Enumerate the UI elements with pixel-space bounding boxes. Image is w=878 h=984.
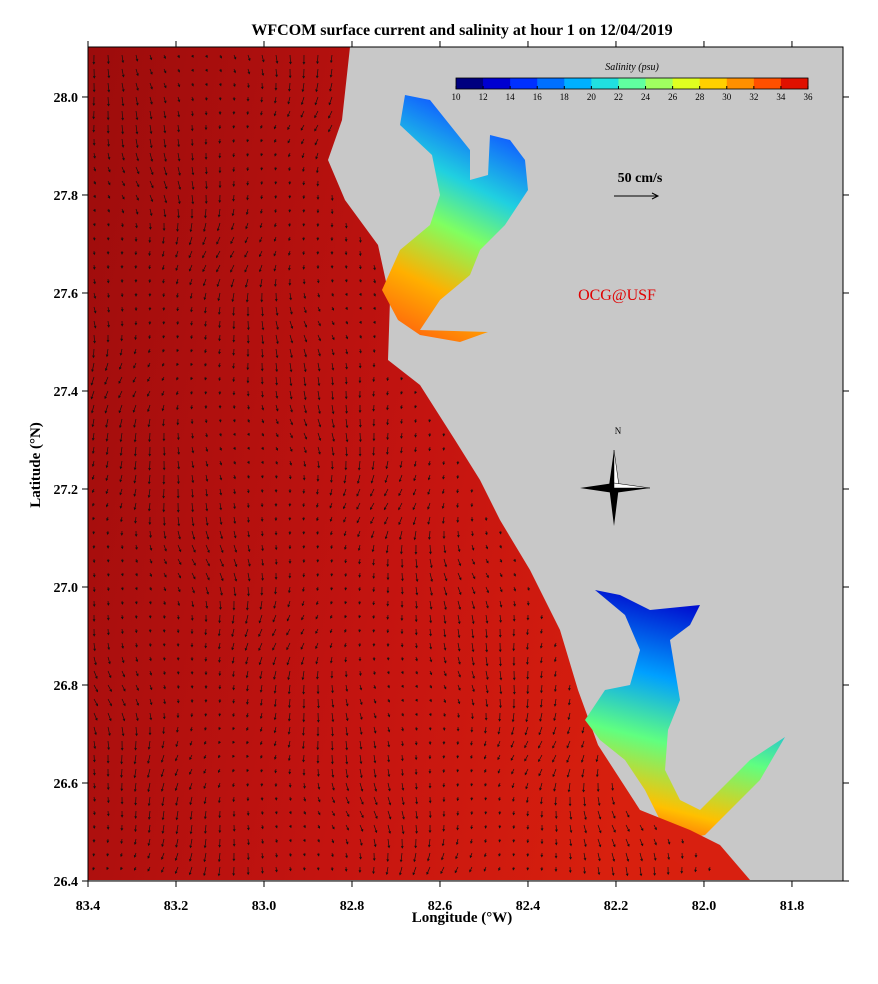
x-tick-label: 83.4 (76, 899, 101, 914)
colorbar-swatch (780, 78, 809, 89)
colorbar: 10 12 14 16 18 20 22 24 26 28 30 32 34 36 (452, 77, 814, 102)
colorbar-tick-label: 16 (533, 92, 543, 102)
colorbar-tick-label: 28 (695, 92, 705, 102)
vector-field (90, 54, 711, 877)
frame (87, 46, 844, 882)
colorbar-tick-label: 14 (506, 92, 516, 102)
y-axis-label: Latitude (°N) (28, 422, 44, 508)
y-tick-label: 27.6 (54, 287, 79, 302)
x-tick-label: 82.4 (516, 899, 541, 914)
y-tick-label: 27.4 (54, 385, 79, 400)
y-tick-label: 26.8 (54, 679, 79, 694)
estero-bay (640, 810, 750, 880)
colorbar-swatch (510, 78, 538, 89)
colorbar-swatch (618, 78, 647, 89)
colorbar-tick-label: 24 (641, 92, 651, 102)
colorbar-label: Salinity (psu) (605, 62, 659, 73)
watermark: OCG@USF (578, 287, 656, 304)
colorbar-tick-label: 10 (452, 92, 462, 102)
colorbar-swatch (672, 78, 701, 89)
colorbar-swatch (753, 78, 782, 89)
scale-label: 50 cm/s (618, 171, 663, 186)
colorbar-tick-label: 12 (479, 92, 488, 102)
colorbar-tick-label: 22 (614, 92, 623, 102)
y-tick-label: 26.6 (54, 777, 79, 792)
x-tick-label: 81.8 (780, 899, 805, 914)
colorbar-tick-label: 20 (587, 92, 597, 102)
x-tick-label: 83.2 (164, 899, 189, 914)
current-vectors (90, 54, 711, 877)
colorbar-swatch (645, 78, 674, 89)
colorbar-swatch (699, 78, 728, 89)
x-tick-label: 82.2 (604, 899, 629, 914)
map-title: WFCOM surface current and salinity at ho… (251, 22, 672, 39)
scale-arrow-head (651, 192, 660, 200)
x-tick-label: 82.0 (692, 899, 717, 914)
y-tick-label: 26.4 (54, 875, 79, 890)
colorbar-frame (455, 77, 809, 90)
colorbar-tick-label: 36 (804, 92, 814, 102)
y-tick-label: 27.2 (54, 483, 79, 498)
compass-rose (580, 449, 651, 526)
compass-label: N (615, 426, 622, 436)
colorbar-swatch (726, 78, 755, 89)
x-tick-label: 82.6 (428, 899, 453, 914)
y-tick-label: 27.0 (54, 581, 79, 596)
charlotte-harbor (585, 590, 785, 840)
x-tick-label: 83.0 (252, 899, 277, 914)
ocean (88, 47, 745, 880)
y-tick-label: 27.8 (54, 189, 79, 204)
colorbar-tick-label: 26 (668, 92, 678, 102)
colorbar-tick-label: 32 (749, 92, 758, 102)
colorbar-swatch (591, 78, 619, 89)
tampa-bay (382, 95, 528, 342)
colorbar-tick-label: 34 (776, 92, 786, 102)
colorbar-tick-label: 30 (722, 92, 732, 102)
colorbar-swatch (483, 78, 511, 89)
x-axis-label: Longitude (°W) (412, 910, 513, 926)
colorbar-swatch (537, 78, 565, 89)
y-tick-label: 28.0 (54, 91, 79, 106)
x-tick-label: 82.8 (340, 899, 365, 914)
colorbar-swatch (564, 78, 592, 89)
colorbar-swatch (456, 78, 484, 89)
colorbar-tick-label: 18 (560, 92, 570, 102)
